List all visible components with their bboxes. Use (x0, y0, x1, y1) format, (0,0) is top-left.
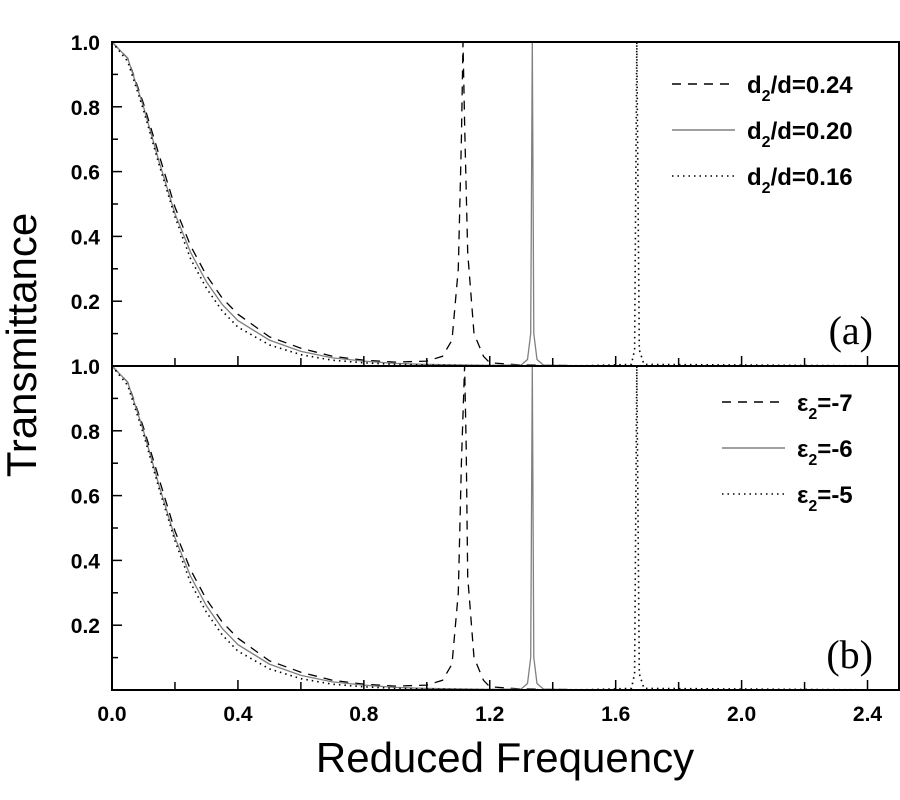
x-tick-label: 2.4 (853, 703, 883, 726)
legend-subscript: 2 (808, 452, 817, 469)
panel-a: 0.20.40.60.81.0(a)d2/d=0.24d2/d=0.20d2/d… (71, 32, 900, 367)
legend-base: d (747, 164, 762, 191)
x-tick-label: 1.6 (601, 703, 630, 726)
legend-entry: d2/d=0.24 (747, 72, 853, 105)
legend-subscript: 2 (808, 406, 817, 423)
legend-base: ε (797, 390, 808, 417)
y-tick-label: 1.0 (71, 32, 100, 55)
y-axis-title: Transmittance (0, 213, 45, 478)
legend-value: =-6 (817, 436, 852, 463)
y-tick-label: 0.4 (71, 226, 101, 249)
panel-label: (b) (826, 632, 873, 677)
series-line-dashed (111, 41, 900, 367)
legend-value: /d=0.20 (771, 118, 853, 145)
series-line-solid (111, 365, 899, 691)
legend-entry: ε2=-7 (797, 390, 853, 423)
y-tick-label: 1.0 (71, 356, 100, 379)
y-tick-label: 0.6 (71, 486, 100, 509)
x-tick-label: 0.4 (223, 703, 253, 726)
legend-value: /d=0.16 (771, 164, 853, 191)
y-tick-label: 0.2 (71, 615, 100, 638)
legend-entry: d2/d=0.20 (747, 118, 853, 151)
legend-subscript: 2 (762, 88, 771, 105)
legend-value: =-7 (817, 390, 852, 417)
series-line-dashed (111, 365, 900, 691)
x-tick-label: 0.8 (349, 703, 379, 726)
legend-value: =-5 (817, 482, 852, 509)
x-tick-label: 1.2 (475, 703, 504, 726)
x-tick-label: 0.0 (97, 703, 126, 726)
legend: ε2=-7ε2=-6ε2=-5 (722, 390, 853, 515)
legend-subscript: 2 (808, 498, 817, 515)
legend-base: ε (797, 482, 808, 509)
panel-label: (a) (829, 308, 873, 353)
x-axis-title: Reduced Frequency (316, 734, 694, 781)
legend-entry: ε2=-6 (797, 436, 853, 469)
y-tick-label: 0.4 (71, 550, 101, 573)
y-tick-label: 0.2 (71, 291, 100, 314)
y-tick-label: 0.8 (71, 97, 101, 120)
plot-area: 0.20.40.60.81.0(a)d2/d=0.24d2/d=0.20d2/d… (71, 32, 900, 726)
legend-base: ε (797, 436, 808, 463)
legend-entry: d2/d=0.16 (747, 164, 853, 197)
series-line-dotted (111, 365, 900, 691)
y-tick-label: 0.6 (71, 162, 100, 185)
legend-subscript: 2 (762, 180, 771, 197)
legend-subscript: 2 (762, 134, 771, 151)
x-tick-label: 2.0 (727, 703, 756, 726)
legend-base: d (747, 72, 762, 99)
legend-base: d (747, 118, 762, 145)
legend-entry: ε2=-5 (797, 482, 853, 515)
panel-frame (111, 365, 900, 691)
legend-value: /d=0.24 (771, 72, 854, 99)
panel-b: 0.20.40.60.81.0(b)ε2=-7ε2=-6ε2=-5 (71, 356, 900, 691)
y-tick-label: 0.8 (71, 421, 101, 444)
